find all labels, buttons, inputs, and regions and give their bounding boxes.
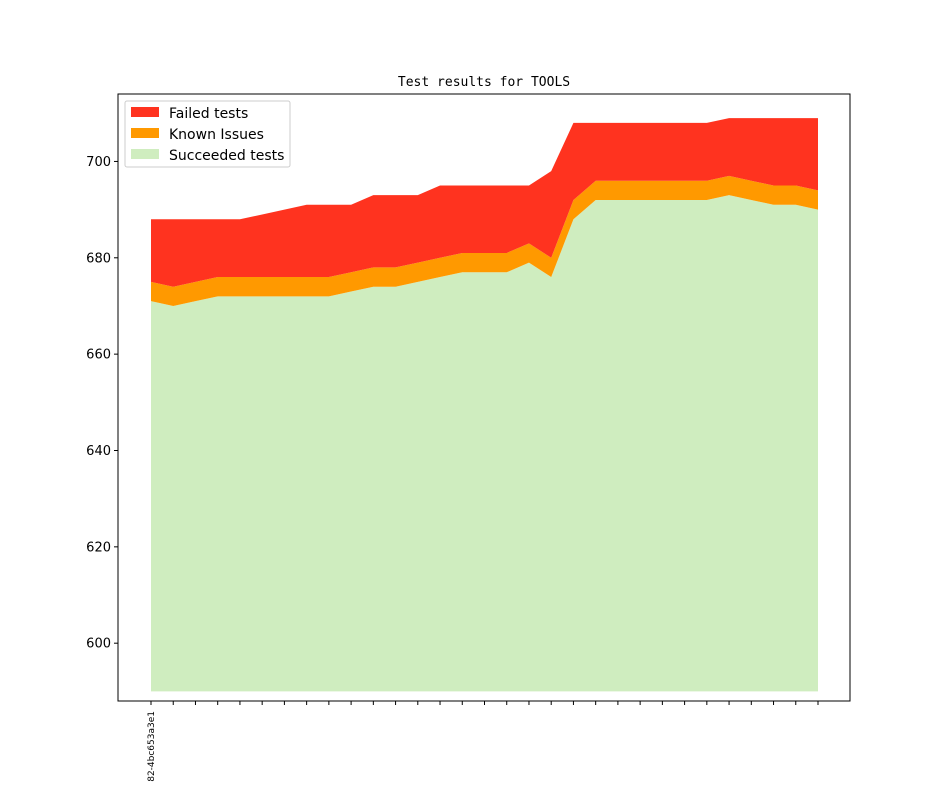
y-tick-label: 700 — [86, 155, 111, 170]
y-tick-label: 660 — [86, 348, 111, 363]
chart-areas — [151, 118, 818, 692]
y-tick-label: 640 — [86, 444, 111, 459]
legend-frame — [124, 100, 291, 168]
legend: Failed tests Known Issues Succeeded test… — [124, 100, 291, 168]
area-succeeded-tests — [151, 195, 818, 692]
y-tick-label: 600 — [86, 637, 111, 652]
area-known-issues — [151, 175, 818, 306]
y-tick-label: 620 — [86, 540, 111, 555]
area-failed-tests — [151, 118, 818, 287]
y-axis: 600 620 640 660 680 700 — [86, 155, 118, 652]
y-tick-label: 680 — [86, 251, 111, 266]
x-axis: 82-4bc653a3e1 — [147, 701, 819, 782]
legend-swatch-failed — [131, 107, 159, 117]
legend-label-failed: Failed tests — [169, 106, 248, 122]
x-tick-label: 82-4bc653a3e1 — [147, 711, 157, 782]
legend-label-succeeded: Succeeded tests — [169, 148, 284, 164]
legend-swatch-known-issues — [131, 128, 159, 138]
legend-swatch-succeeded — [131, 149, 159, 159]
legend-label-known-issues: Known Issues — [169, 127, 264, 143]
chart-title: Test results for TOOLS — [398, 75, 570, 90]
